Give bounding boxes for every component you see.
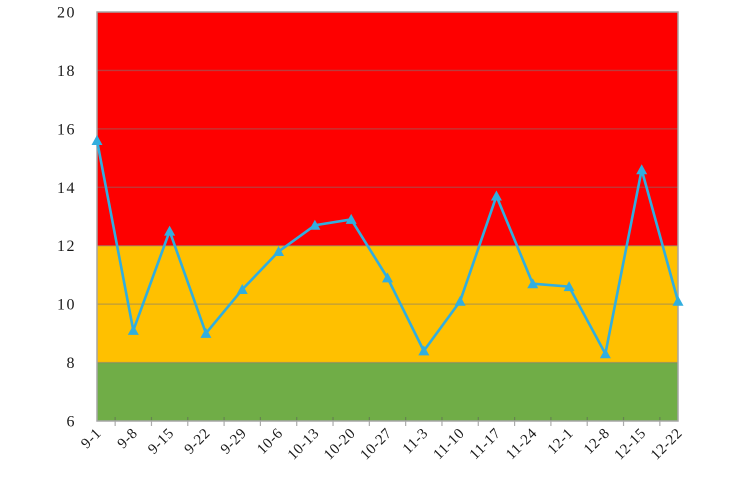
data-point-marker <box>236 284 248 295</box>
x-axis-label-11-10: 11-10 <box>431 426 468 463</box>
x-axis-label-12-1: 12-1 <box>545 426 577 458</box>
data-point-marker <box>599 348 611 359</box>
data-point-marker <box>309 219 321 230</box>
x-axis-label-9-8: 9-8 <box>115 426 142 453</box>
y-axis-label-16: 16 <box>57 121 76 138</box>
data-point-marker <box>200 327 212 338</box>
data-point-marker <box>490 190 502 201</box>
x-axis-label-10-27: 10-27 <box>357 426 395 464</box>
x-axis-label-9-1: 9-1 <box>78 426 105 453</box>
x-axis-label-9-15: 9-15 <box>145 426 177 458</box>
data-point-marker <box>127 324 139 335</box>
data-point-marker <box>672 295 684 306</box>
data-point-marker <box>563 281 575 292</box>
data-point-marker <box>527 278 539 289</box>
y-axis-label-18: 18 <box>57 63 76 80</box>
x-axis-label-12-8: 12-8 <box>581 426 613 458</box>
x-axis-label-10-13: 10-13 <box>285 426 323 464</box>
data-point-marker <box>636 164 648 175</box>
x-axis-label-12-22: 12-22 <box>648 426 686 464</box>
y-axis-label-10: 10 <box>57 297 76 314</box>
y-axis-label-6: 6 <box>67 414 77 431</box>
data-point-marker <box>345 213 357 224</box>
y-axis-label-20: 20 <box>57 5 76 22</box>
plot-border <box>96 11 679 422</box>
x-axis-label-9-22: 9-22 <box>182 426 214 458</box>
data-point-marker <box>454 295 466 306</box>
data-point-marker <box>164 225 176 236</box>
green-zone-band <box>97 362 678 421</box>
y-axis-label-12: 12 <box>57 238 76 255</box>
data-point-marker <box>273 246 285 257</box>
y-axis-label-8: 8 <box>67 355 77 372</box>
x-axis-label-10-6: 10-6 <box>254 426 286 458</box>
data-point-marker <box>418 345 430 356</box>
x-axis-label-10-20: 10-20 <box>321 426 359 464</box>
x-axis-label-11-17: 11-17 <box>467 426 504 463</box>
x-axis-label-11-3: 11-3 <box>400 426 432 458</box>
x-axis-label-12-15: 12-15 <box>612 426 650 464</box>
x-axis-label-11-24: 11-24 <box>503 426 540 463</box>
data-point-marker <box>382 272 393 283</box>
data-point-marker <box>91 135 103 146</box>
x-axis-label-9-29: 9-29 <box>218 426 250 458</box>
y-axis-label-14: 14 <box>57 180 76 197</box>
